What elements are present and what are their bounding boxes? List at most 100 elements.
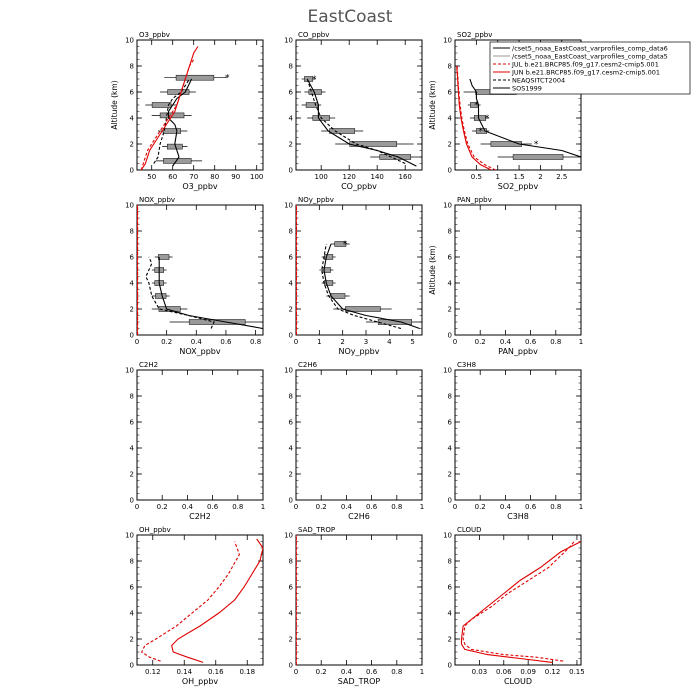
y-tick-label: 4 (289, 445, 294, 453)
y-tick-label: 4 (130, 115, 135, 123)
y-tick-label: 6 (289, 89, 294, 97)
y-tick-label: 4 (130, 280, 135, 288)
x-tick-label: 3 (364, 338, 368, 346)
panel-oh-ppbv: OH_ppbv 0 2 4 6 8 10 0.12 0.14 0.16 0.18 OH_ppbv (125, 526, 264, 686)
x-axis-label: NOy_ppbv (339, 347, 380, 356)
x-tick-label: 0.6 (525, 503, 537, 511)
panel-title: SO2_ppbv (457, 31, 492, 39)
x-tick-label: 1 (317, 338, 321, 346)
y-tick-label: 0 (289, 497, 293, 505)
panel-nox-ppbv: NOX_ppbv 0 2 4 6 8 10 0 0.2 0.4 0.6 0.8 NOX_ppbv (125, 196, 264, 356)
x-tick-label: 0 (453, 503, 457, 511)
panel-c2h2: C2H2 0 2 4 6 8 10 0 0.2 0.4 0.6 0.8 1 C2H2 (125, 361, 265, 521)
y-tick-label: 0 (289, 167, 293, 175)
y-tick-label: 4 (448, 280, 453, 288)
panel-so2-ppbv: SO2_ppbv 0 2 4 6 8 10 0.5 1 1.5 2 2.5 SO2_ppbv Altitu… (428, 31, 582, 191)
range-box (163, 158, 192, 164)
outlier-star-marker: * (312, 75, 317, 85)
y-tick-label: 6 (130, 89, 135, 97)
x-tick-label: 5 (410, 338, 414, 346)
y-tick-label: 2 (289, 306, 293, 314)
x-tick-label: 0.12 (545, 668, 561, 676)
outlier-star-marker: * (343, 240, 348, 250)
series-line-neaqsitct2004 (145, 256, 215, 329)
x-tick-label: 120 (343, 173, 356, 181)
panel-sad-trop: SAD_TROP 0 2 4 6 8 10 0 0.2 0.4 0.6 0.8 1 SAD_TROP (284, 526, 424, 686)
y-tick-label: 10 (284, 532, 293, 540)
x-tick-label: 0.5 (471, 173, 482, 181)
x-tick-label: 60 (168, 173, 177, 181)
y-tick-label: 6 (448, 254, 453, 262)
y-tick-label: 0 (130, 332, 134, 340)
x-tick-label: 0.4 (500, 503, 512, 511)
y-tick-label: 2 (448, 471, 452, 479)
panel-title: OH_ppbv (139, 526, 171, 534)
figure-title: EastCoast (308, 7, 393, 27)
y-tick-label: 10 (443, 37, 452, 45)
y-tick-label: 8 (130, 558, 134, 566)
x-tick-label: 1 (420, 668, 424, 676)
x-axis-label: NOX_ppbv (179, 347, 220, 356)
y-tick-label: 0 (448, 662, 452, 670)
y-tick-label: 10 (125, 367, 134, 375)
y-tick-label: 4 (448, 610, 453, 618)
y-tick-label: 8 (130, 63, 134, 71)
panel-co-ppbv: CO_ppbv 0 2 4 6 8 10 100 120 140 160 CO_ppbv * (284, 31, 423, 191)
y-tick-label: 8 (130, 228, 134, 236)
x-tick-label: 0.8 (250, 338, 261, 346)
y-tick-label: 0 (289, 662, 293, 670)
x-tick-label: 0 (453, 338, 457, 346)
x-tick-label: 1 (579, 503, 583, 511)
x-axis-label: SO2_ppbv (498, 182, 539, 191)
series-line-sos1999 (306, 78, 417, 167)
y-axis-label: Altitude (km) (110, 80, 119, 129)
x-tick-label: 0.8 (550, 338, 561, 346)
y-tick-label: 8 (289, 558, 293, 566)
series-line-jul-model (140, 541, 241, 662)
panel-c2h6: C2H6 0 2 4 6 8 10 0 0.2 0.4 0.6 0.8 1 C2H6 (284, 361, 424, 521)
range-box (377, 319, 412, 325)
x-tick-label: 0.12 (145, 668, 161, 676)
x-tick-label: 1 (495, 173, 499, 181)
x-tick-label: 0 (294, 503, 298, 511)
y-tick-label: 6 (448, 419, 453, 427)
y-tick-label: 4 (448, 115, 453, 123)
x-tick-label: 4 (387, 338, 392, 346)
x-tick-label: 0.18 (239, 668, 255, 676)
y-tick-label: 8 (448, 393, 452, 401)
plot-area (140, 538, 263, 663)
legend-entry-label: SOS1999 (512, 84, 542, 92)
x-tick-label: 50 (147, 173, 156, 181)
y-tick-label: 6 (289, 419, 294, 427)
legend-entry-label: NEAQSITCT2004 (512, 76, 565, 84)
y-tick-label: 6 (130, 254, 135, 262)
x-tick-label: 0.4 (500, 338, 512, 346)
range-box (329, 128, 356, 134)
y-tick-label: 10 (125, 202, 134, 210)
y-tick-label: 8 (448, 558, 452, 566)
y-tick-label: 8 (448, 63, 452, 71)
y-tick-label: 4 (130, 445, 135, 453)
y-tick-label: 6 (130, 419, 135, 427)
y-tick-label: 6 (130, 584, 135, 592)
series-line-neaqsitct2004 (306, 78, 406, 164)
y-tick-label: 4 (130, 610, 135, 618)
y-tick-label: 6 (289, 254, 294, 262)
panel-title: C3H8 (457, 361, 476, 369)
y-tick-label: 2 (289, 471, 293, 479)
plot-frame (295, 204, 423, 336)
plot-area: * (296, 205, 422, 335)
legend-entry-label: /cset5_noaa_EastCoast_varprofiles_comp_d… (512, 52, 668, 60)
plot-frame (295, 534, 423, 666)
panel-title: NOy_ppbv (298, 196, 334, 204)
x-axis-label: C3H8 (507, 512, 529, 521)
range-box (476, 128, 487, 134)
y-tick-label: 8 (130, 393, 134, 401)
panel-cloud: CLOUD 0 2 4 6 8 10 0.03 0.06 0.09 0.12 0.15 CLOUD (443, 526, 585, 686)
x-tick-label: 0.4 (341, 503, 353, 511)
range-box (151, 102, 172, 108)
panel-title: O3_ppbv (139, 31, 170, 39)
panel-c3h8: C3H8 0 2 4 6 8 10 0 0.2 0.4 0.6 0.8 1 C3H8 (443, 361, 583, 521)
range-box (490, 141, 522, 147)
x-tick-label: 90 (231, 173, 240, 181)
